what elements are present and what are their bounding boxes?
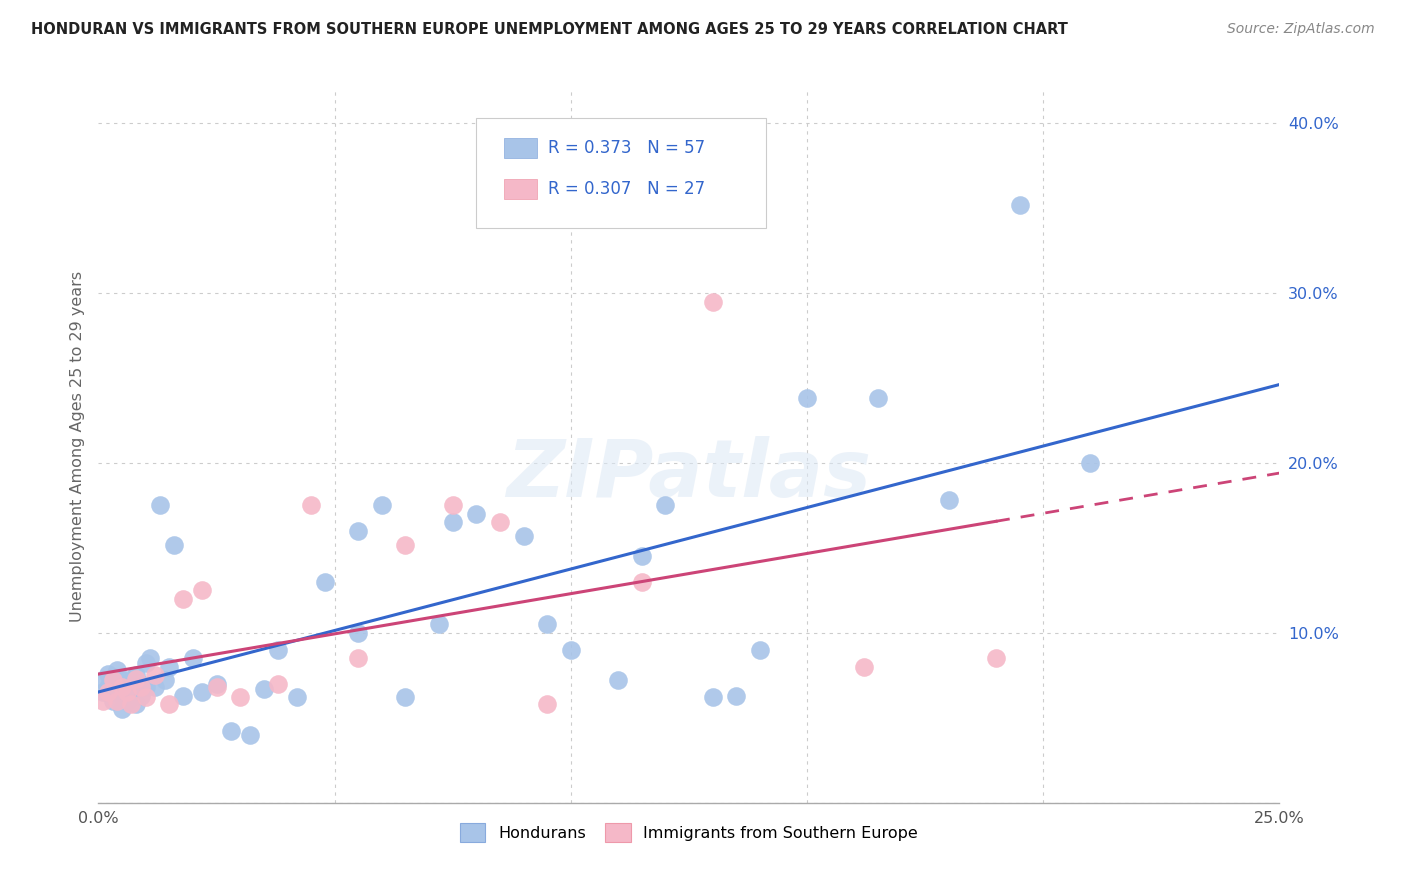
Point [115, 694, 138, 708]
Point [121, 690, 143, 705]
Text: R = 0.373   N = 57: R = 0.373 N = 57 [548, 139, 706, 157]
Point [725, 689, 748, 703]
Point [654, 499, 676, 513]
Point [97, 680, 120, 694]
Point [219, 724, 242, 739]
Point [347, 626, 370, 640]
Point [630, 574, 652, 589]
Point [172, 689, 194, 703]
Point [239, 728, 262, 742]
Point [394, 690, 416, 705]
Point [121, 698, 143, 712]
Point [984, 651, 1007, 665]
Point [191, 685, 214, 699]
Point [702, 690, 724, 705]
Point [267, 643, 290, 657]
Point [135, 680, 157, 694]
Point [536, 617, 558, 632]
Text: HONDURAN VS IMMIGRANTS FROM SOUTHERN EUROPE UNEMPLOYMENT AMONG AGES 25 TO 29 YEA: HONDURAN VS IMMIGRANTS FROM SOUTHERN EUR… [31, 22, 1067, 37]
Point [607, 673, 630, 688]
Point [1080, 456, 1102, 470]
Point [153, 673, 176, 688]
Point [427, 617, 450, 632]
Point [135, 690, 157, 705]
Point [536, 698, 558, 712]
Point [371, 499, 394, 513]
Point [125, 698, 148, 712]
Point [347, 651, 370, 665]
Point [101, 694, 124, 708]
Point [702, 294, 724, 309]
Point [314, 574, 336, 589]
Point [796, 392, 818, 406]
Point [267, 677, 290, 691]
Point [630, 549, 652, 564]
Point [205, 677, 228, 691]
Point [97, 685, 120, 699]
Point [394, 537, 416, 551]
Point [938, 493, 960, 508]
Point [101, 670, 124, 684]
Point [129, 680, 152, 694]
Point [489, 516, 512, 530]
Point [299, 499, 322, 513]
Point [105, 663, 128, 677]
Point [111, 673, 134, 688]
Point [1008, 198, 1031, 212]
Point [852, 660, 875, 674]
Point [105, 685, 128, 699]
Point [157, 698, 180, 712]
Point [866, 392, 889, 406]
Point [143, 680, 166, 694]
Point [125, 672, 148, 686]
Text: ZIPatlas: ZIPatlas [506, 435, 872, 514]
Point [143, 668, 166, 682]
Point [149, 499, 172, 513]
Y-axis label: Unemployment Among Ages 25 to 29 years: Unemployment Among Ages 25 to 29 years [69, 270, 84, 622]
Point [229, 690, 252, 705]
FancyBboxPatch shape [477, 118, 766, 228]
Point [135, 657, 157, 671]
Point [172, 591, 194, 606]
Point [441, 499, 464, 513]
Point [157, 660, 180, 674]
Point [105, 694, 128, 708]
Point [748, 643, 770, 657]
Point [91, 673, 114, 688]
Point [181, 651, 204, 665]
Point [560, 643, 582, 657]
Text: Source: ZipAtlas.com: Source: ZipAtlas.com [1227, 22, 1375, 37]
Point [115, 677, 138, 691]
Point [111, 702, 134, 716]
Point [101, 673, 124, 688]
FancyBboxPatch shape [503, 179, 537, 199]
Text: R = 0.307   N = 27: R = 0.307 N = 27 [548, 180, 706, 198]
Point [121, 672, 143, 686]
Point [465, 507, 488, 521]
Point [163, 537, 186, 551]
Point [139, 651, 162, 665]
Point [191, 583, 214, 598]
Point [205, 680, 228, 694]
Point [512, 529, 534, 543]
Point [111, 680, 134, 694]
FancyBboxPatch shape [503, 138, 537, 159]
Point [129, 677, 152, 691]
Legend: Hondurans, Immigrants from Southern Europe: Hondurans, Immigrants from Southern Euro… [453, 817, 925, 848]
Point [253, 681, 276, 696]
Point [129, 689, 152, 703]
Point [91, 694, 114, 708]
Point [347, 524, 370, 538]
Point [97, 666, 120, 681]
Point [125, 668, 148, 682]
Point [91, 685, 114, 699]
Point [285, 690, 308, 705]
Point [115, 685, 138, 699]
Point [441, 516, 464, 530]
